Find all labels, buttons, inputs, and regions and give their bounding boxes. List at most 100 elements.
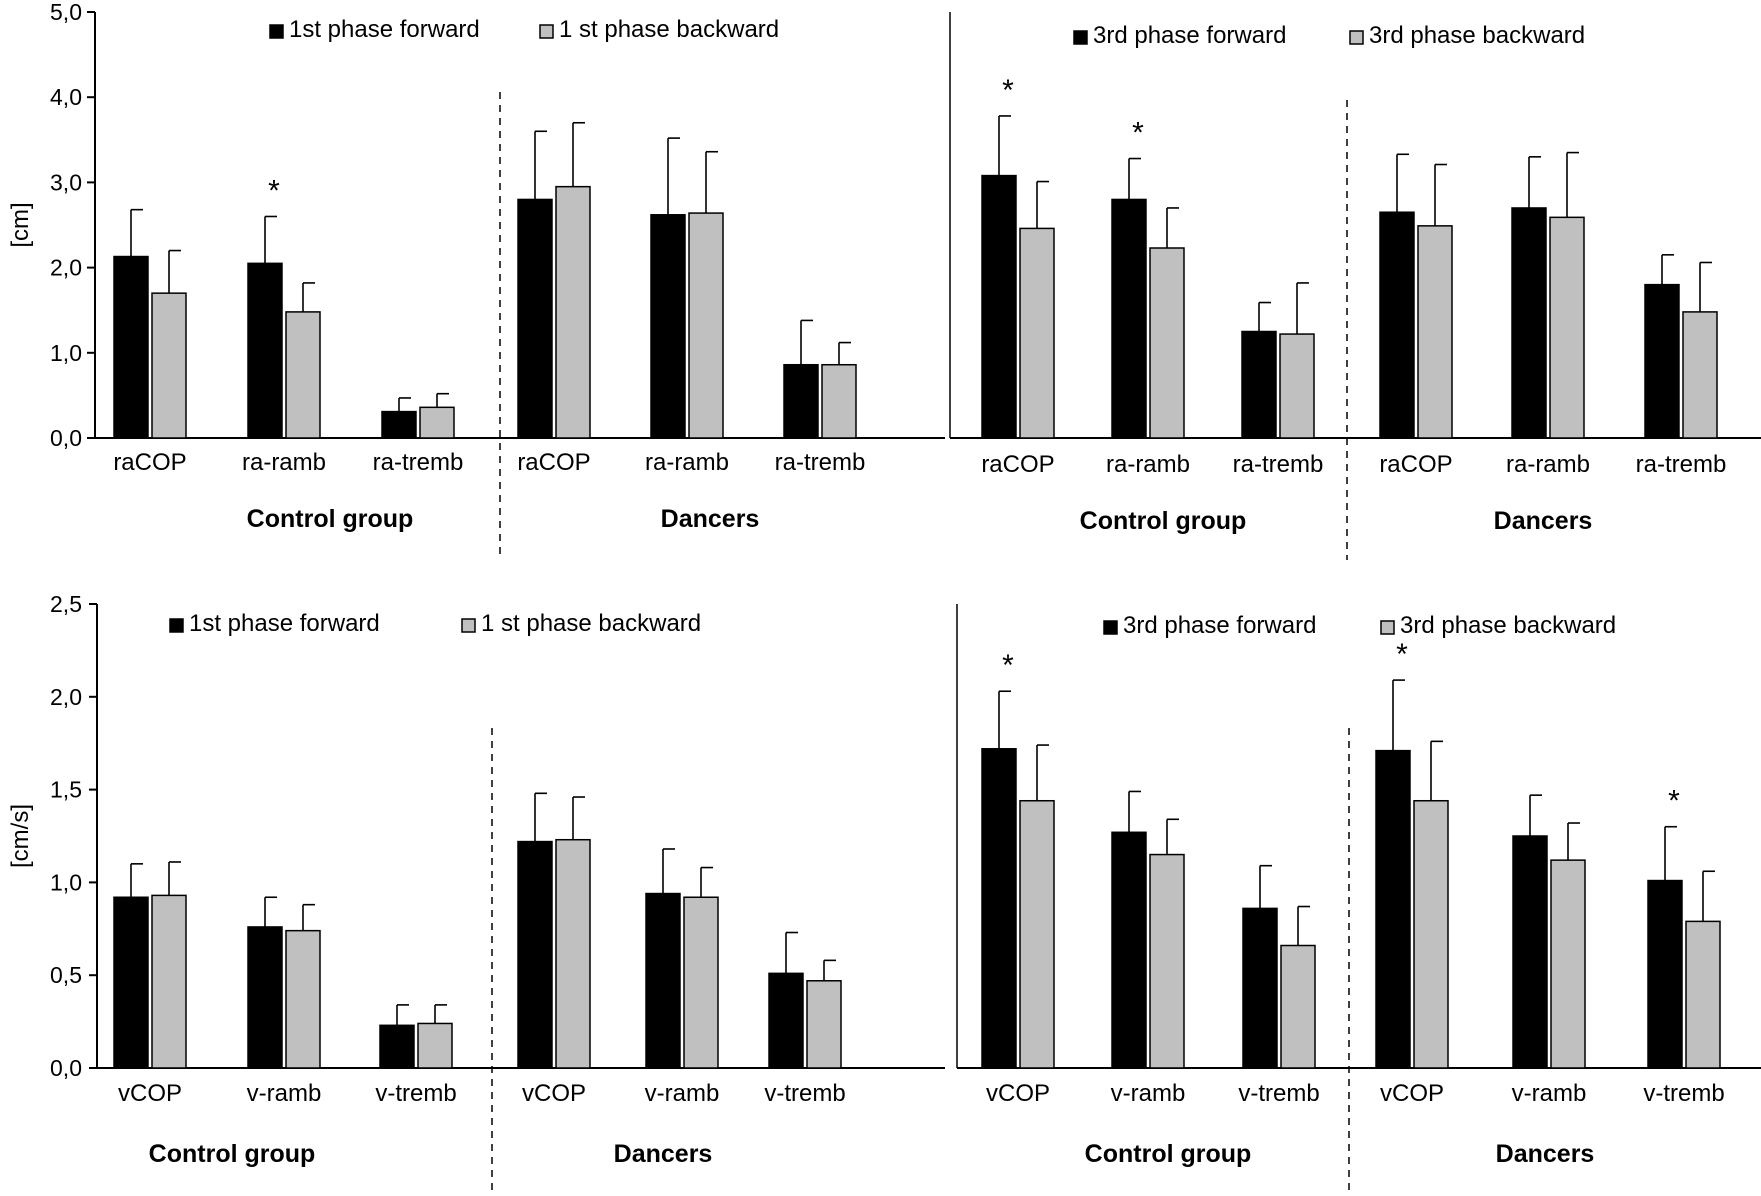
category-label: v-ramb [1111,1080,1186,1107]
category-label: ra-tremb [775,449,866,476]
y-tick-label: 4,0 [50,84,82,110]
bar [517,840,553,1069]
bar [381,410,417,439]
category-label: v-ramb [247,1080,322,1107]
bar [555,838,591,1069]
category-label: ra-ramb [242,449,326,476]
significance-marker: * [1002,649,1014,682]
bar [113,255,149,439]
bar [1413,799,1449,1069]
legend-swatch [539,24,554,39]
category-label: v-ramb [645,1080,720,1107]
category-label: vCOP [986,1080,1050,1107]
y-tick-label: 5,0 [50,0,82,25]
category-label: v-ramb [1512,1080,1587,1107]
category-label: ra-tremb [1636,451,1727,478]
significance-marker: * [1396,638,1408,671]
bar [768,972,804,1069]
bar [151,894,187,1069]
category-label: vCOP [1380,1080,1444,1107]
chart-panel-4: 3rd phase forward 3rd phase backward vCOP v… [956,604,1761,1191]
category-label: ra-ramb [645,449,729,476]
chart-panel-3: 0,0 0,5 1,0 1,5 2,0 2,5 [cm/s] 1st phase forwar… [7,591,945,1191]
legend-entry: 3rd phase backward [1400,612,1616,639]
bar [1149,853,1185,1069]
legend-swatch [1380,620,1395,635]
bar [645,892,681,1069]
bar [247,262,283,439]
bar [417,1022,453,1069]
bar [1019,799,1055,1069]
y-tick-label: 1,5 [50,777,82,803]
bar [1644,283,1680,439]
bar [783,363,819,439]
legend-swatch [169,618,184,633]
y-tick-label: 1,0 [50,869,82,895]
bar [1511,207,1547,439]
bar [419,406,455,439]
group-label: Control group [1085,1140,1252,1168]
category-label: v-tremb [1238,1080,1319,1107]
category-label: ra-tremb [373,449,464,476]
bar [379,1024,415,1069]
legend-entry: 3rd phase forward [1093,22,1286,49]
significance-marker: * [1132,117,1144,150]
bar [247,926,283,1069]
y-tick-label: 1,0 [50,340,82,366]
legend-swatch [1103,620,1118,635]
bar [1019,227,1055,439]
group-label: Control group [149,1140,316,1168]
category-label: vCOP [118,1080,182,1107]
category-label: raCOP [517,449,590,476]
legend-swatch [461,618,476,633]
bar [981,174,1017,439]
bar [1242,907,1278,1069]
significance-marker: * [268,174,280,207]
bar [1280,944,1316,1069]
y-tick-label: 2,5 [50,591,82,617]
category-label: raCOP [1379,451,1452,478]
bar [683,896,719,1069]
category-label: ra-tremb [1233,451,1324,478]
bar [1549,216,1585,439]
bar [806,980,842,1069]
bar [688,212,724,439]
bar [1682,311,1718,439]
chart-panel-2: 3rd phase forward 3rd phase backward raCOP… [949,12,1761,560]
group-label: Control group [247,505,414,533]
bar [821,363,857,439]
group-label: Dancers [1496,1140,1595,1168]
category-label: v-tremb [1643,1080,1724,1107]
legend-entry: 3rd phase backward [1369,22,1585,49]
legend-entry: 1 st phase backward [559,16,779,43]
category-label: ra-ramb [1506,451,1590,478]
bar [1111,831,1147,1069]
bar [1241,330,1277,439]
bar [1512,835,1548,1069]
bar [981,748,1017,1069]
bar [285,311,321,439]
bar [1149,247,1185,439]
category-label: v-tremb [764,1080,845,1107]
category-label: raCOP [981,451,1054,478]
bar [1647,879,1683,1069]
bar [151,292,187,439]
bar [650,214,686,439]
significance-marker: * [1668,785,1680,818]
y-tick-label: 3,0 [50,169,82,195]
y-tick-label: 2,0 [50,255,82,281]
group-label: Control group [1080,507,1247,535]
legend-entry: 1st phase forward [189,610,380,637]
bar [517,198,553,439]
y-axis-label: [cm] [7,202,34,247]
bar [1417,225,1453,439]
group-label: Dancers [661,505,760,533]
category-label: v-tremb [375,1080,456,1107]
legend-entry: 1st phase forward [289,16,480,43]
group-label: Dancers [1494,507,1593,535]
category-label: ra-ramb [1106,451,1190,478]
legend-swatch [1073,30,1088,45]
bar [1685,920,1721,1069]
